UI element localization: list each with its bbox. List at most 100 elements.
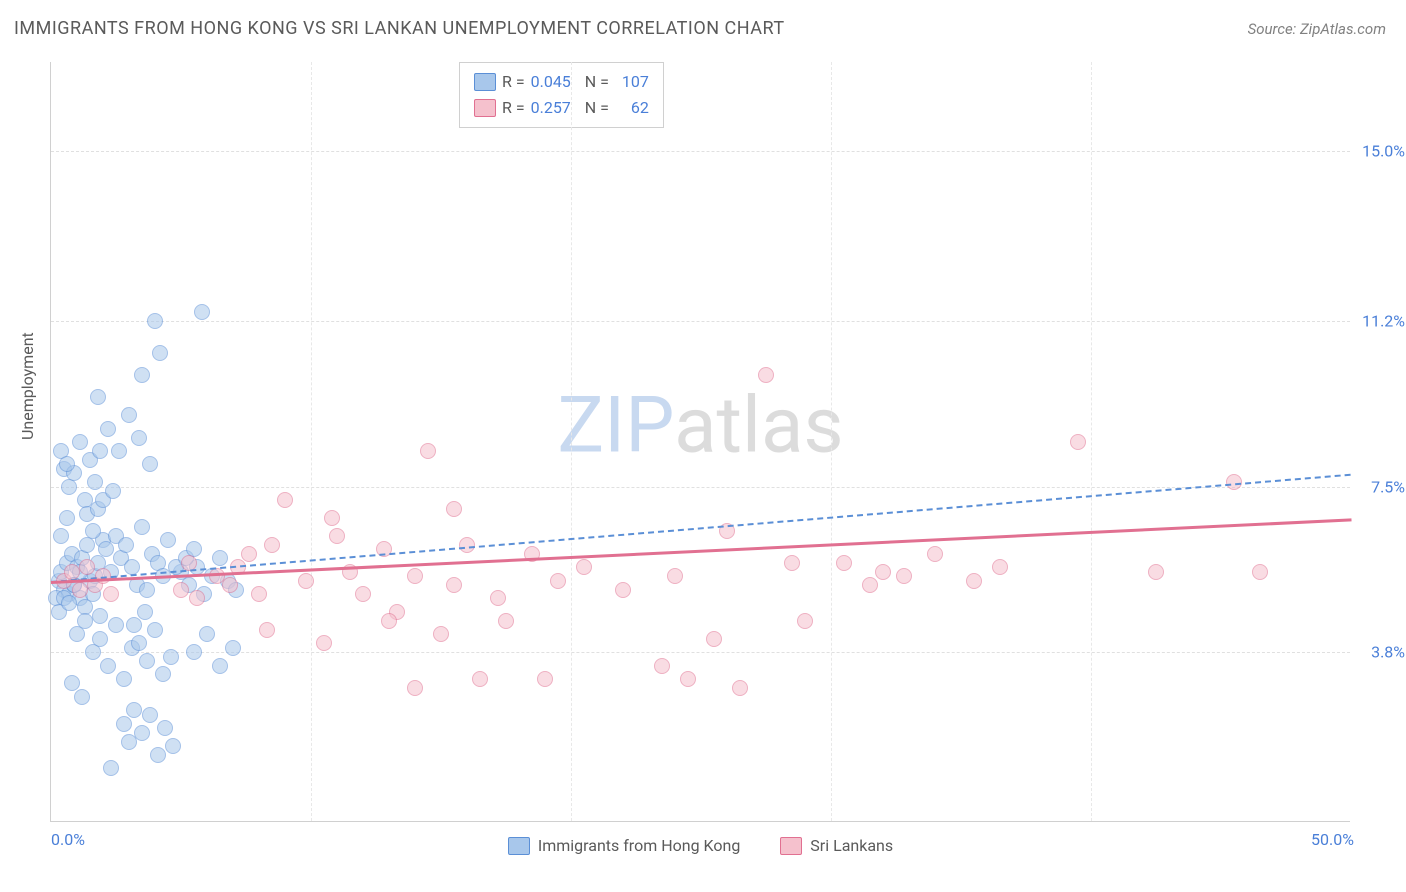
gridline-h [51,652,1350,653]
marker-hk [126,702,142,718]
marker-hk [186,644,202,660]
marker-sl [472,671,488,687]
marker-hk [111,443,127,459]
marker-sl [992,559,1008,575]
marker-hk [131,635,147,651]
legend-n-label: N = [577,69,609,95]
marker-sl [446,577,462,593]
marker-hk [139,653,155,669]
watermark-part1: ZIP [557,381,674,472]
marker-sl [667,568,683,584]
marker-sl [706,631,722,647]
plot-area: ZIPatlas R = 0.045 N = 107R = 0.257 N = … [50,62,1350,822]
gridline-v [831,62,832,821]
marker-sl [277,492,293,508]
marker-hk [108,617,124,633]
bottom-legend-label: Sri Lankans [810,836,893,855]
marker-sl [862,577,878,593]
marker-hk [116,671,132,687]
y-tick-label: 15.0% [1362,142,1405,161]
marker-sl [64,564,80,580]
marker-sl [896,568,912,584]
marker-sl [490,590,506,606]
marker-sl [241,546,257,562]
marker-sl [72,582,88,598]
legend-swatch [508,837,530,855]
marker-hk [147,313,163,329]
marker-hk [85,523,101,539]
marker-sl [784,555,800,571]
gridline-h [51,151,1350,152]
gridline-v [1091,62,1092,821]
marker-hk [105,483,121,499]
marker-hk [212,550,228,566]
legend-r-label: R = [502,95,525,121]
legend-n-value: 107 [615,69,649,95]
marker-hk [118,537,134,553]
marker-sl [433,626,449,642]
marker-sl [329,528,345,544]
legend-row-sl: R = 0.257 N = 62 [474,95,649,121]
marker-hk [92,631,108,647]
marker-hk [165,738,181,754]
x-tick-label: 0.0% [51,830,85,849]
marker-hk [134,367,150,383]
marker-sl [173,582,189,598]
legend-r-value: 0.257 [531,95,571,121]
marker-hk [134,519,150,535]
marker-hk [98,541,114,557]
marker-sl [758,367,774,383]
marker-sl [680,671,696,687]
gridline-h [51,321,1350,322]
marker-hk [124,559,140,575]
legend-row-hk: R = 0.045 N = 107 [474,69,649,95]
marker-sl [537,671,553,687]
marker-sl [615,582,631,598]
marker-hk [53,528,69,544]
marker-hk [199,626,215,642]
marker-sl [446,501,462,517]
marker-sl [381,613,397,629]
marker-sl [298,573,314,589]
y-tick-label: 7.5% [1371,477,1405,496]
marker-sl [1148,564,1164,580]
marker-hk [225,640,241,656]
marker-hk [59,456,75,472]
marker-hk [100,421,116,437]
marker-hk [77,613,93,629]
marker-sl [550,573,566,589]
marker-hk [163,649,179,665]
legend-n-label: N = [577,95,609,121]
marker-hk [142,456,158,472]
marker-sl [259,622,275,638]
marker-hk [155,666,171,682]
marker-hk [131,430,147,446]
legend-swatch [780,837,802,855]
marker-hk [92,443,108,459]
marker-hk [72,434,88,450]
marker-hk [100,658,116,674]
marker-sl [264,537,280,553]
marker-sl [407,680,423,696]
marker-hk [147,622,163,638]
marker-sl [732,680,748,696]
marker-sl [420,443,436,459]
marker-hk [212,658,228,674]
legend-r-value: 0.045 [531,69,571,95]
marker-hk [157,720,173,736]
marker-sl [875,564,891,580]
bottom-legend-label: Immigrants from Hong Kong [538,836,740,855]
marker-sl [355,586,371,602]
marker-hk [90,389,106,405]
marker-hk [74,689,90,705]
marker-sl [498,613,514,629]
legend-swatch [474,99,496,117]
correlation-legend: R = 0.045 N = 107R = 0.257 N = 62 [459,62,664,128]
marker-sl [576,559,592,575]
gridline-h [51,487,1350,488]
marker-sl [407,568,423,584]
marker-hk [64,675,80,691]
marker-hk [137,604,153,620]
series-legend: Immigrants from Hong Kong Sri Lankans [51,836,1350,855]
gridline-v [571,62,572,821]
